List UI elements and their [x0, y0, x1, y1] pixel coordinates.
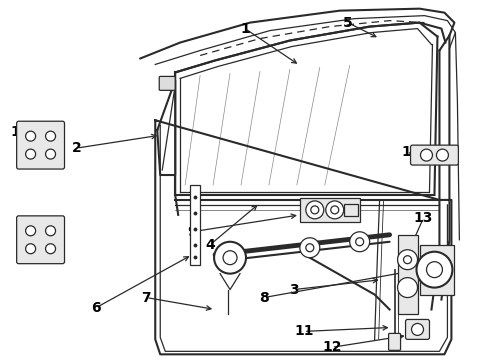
FancyBboxPatch shape	[389, 333, 400, 350]
FancyBboxPatch shape	[17, 121, 65, 169]
Text: 7: 7	[142, 291, 151, 305]
Circle shape	[306, 201, 324, 219]
Circle shape	[437, 149, 448, 161]
Text: 11: 11	[294, 324, 314, 338]
Text: 1: 1	[240, 22, 250, 36]
Circle shape	[420, 149, 433, 161]
Circle shape	[25, 244, 36, 254]
Text: 8: 8	[259, 291, 269, 305]
Circle shape	[397, 278, 417, 298]
Circle shape	[426, 262, 442, 278]
Circle shape	[306, 244, 314, 252]
Text: 15: 15	[20, 237, 39, 251]
Circle shape	[300, 238, 320, 258]
FancyBboxPatch shape	[406, 319, 429, 339]
Circle shape	[412, 323, 423, 336]
Bar	[419, 245, 454, 294]
Circle shape	[25, 131, 36, 141]
Text: 14: 14	[11, 125, 30, 139]
Circle shape	[326, 201, 343, 219]
Polygon shape	[157, 80, 175, 175]
FancyBboxPatch shape	[159, 76, 175, 90]
Text: 5: 5	[343, 15, 353, 30]
Bar	[343, 204, 358, 216]
Circle shape	[223, 251, 237, 265]
Text: 13: 13	[414, 211, 433, 225]
Text: 6: 6	[92, 301, 101, 315]
Circle shape	[46, 131, 55, 141]
Circle shape	[46, 244, 55, 254]
Bar	[300, 198, 360, 222]
Bar	[417, 260, 424, 280]
Circle shape	[25, 149, 36, 159]
Bar	[190, 185, 200, 265]
FancyBboxPatch shape	[17, 216, 65, 264]
Circle shape	[46, 226, 55, 236]
Text: 10: 10	[402, 145, 421, 159]
Circle shape	[331, 206, 339, 214]
FancyBboxPatch shape	[411, 145, 458, 165]
Text: 3: 3	[289, 283, 299, 297]
Circle shape	[356, 238, 364, 246]
Text: 2: 2	[72, 141, 81, 155]
Circle shape	[404, 256, 412, 264]
Circle shape	[311, 206, 319, 214]
Text: 12: 12	[322, 340, 342, 354]
Text: 9: 9	[187, 225, 197, 239]
Circle shape	[214, 242, 246, 274]
Circle shape	[416, 252, 452, 288]
Circle shape	[397, 250, 417, 270]
Circle shape	[25, 226, 36, 236]
Text: 4: 4	[205, 238, 215, 252]
Circle shape	[350, 232, 369, 252]
Bar	[397, 235, 417, 315]
Circle shape	[46, 149, 55, 159]
